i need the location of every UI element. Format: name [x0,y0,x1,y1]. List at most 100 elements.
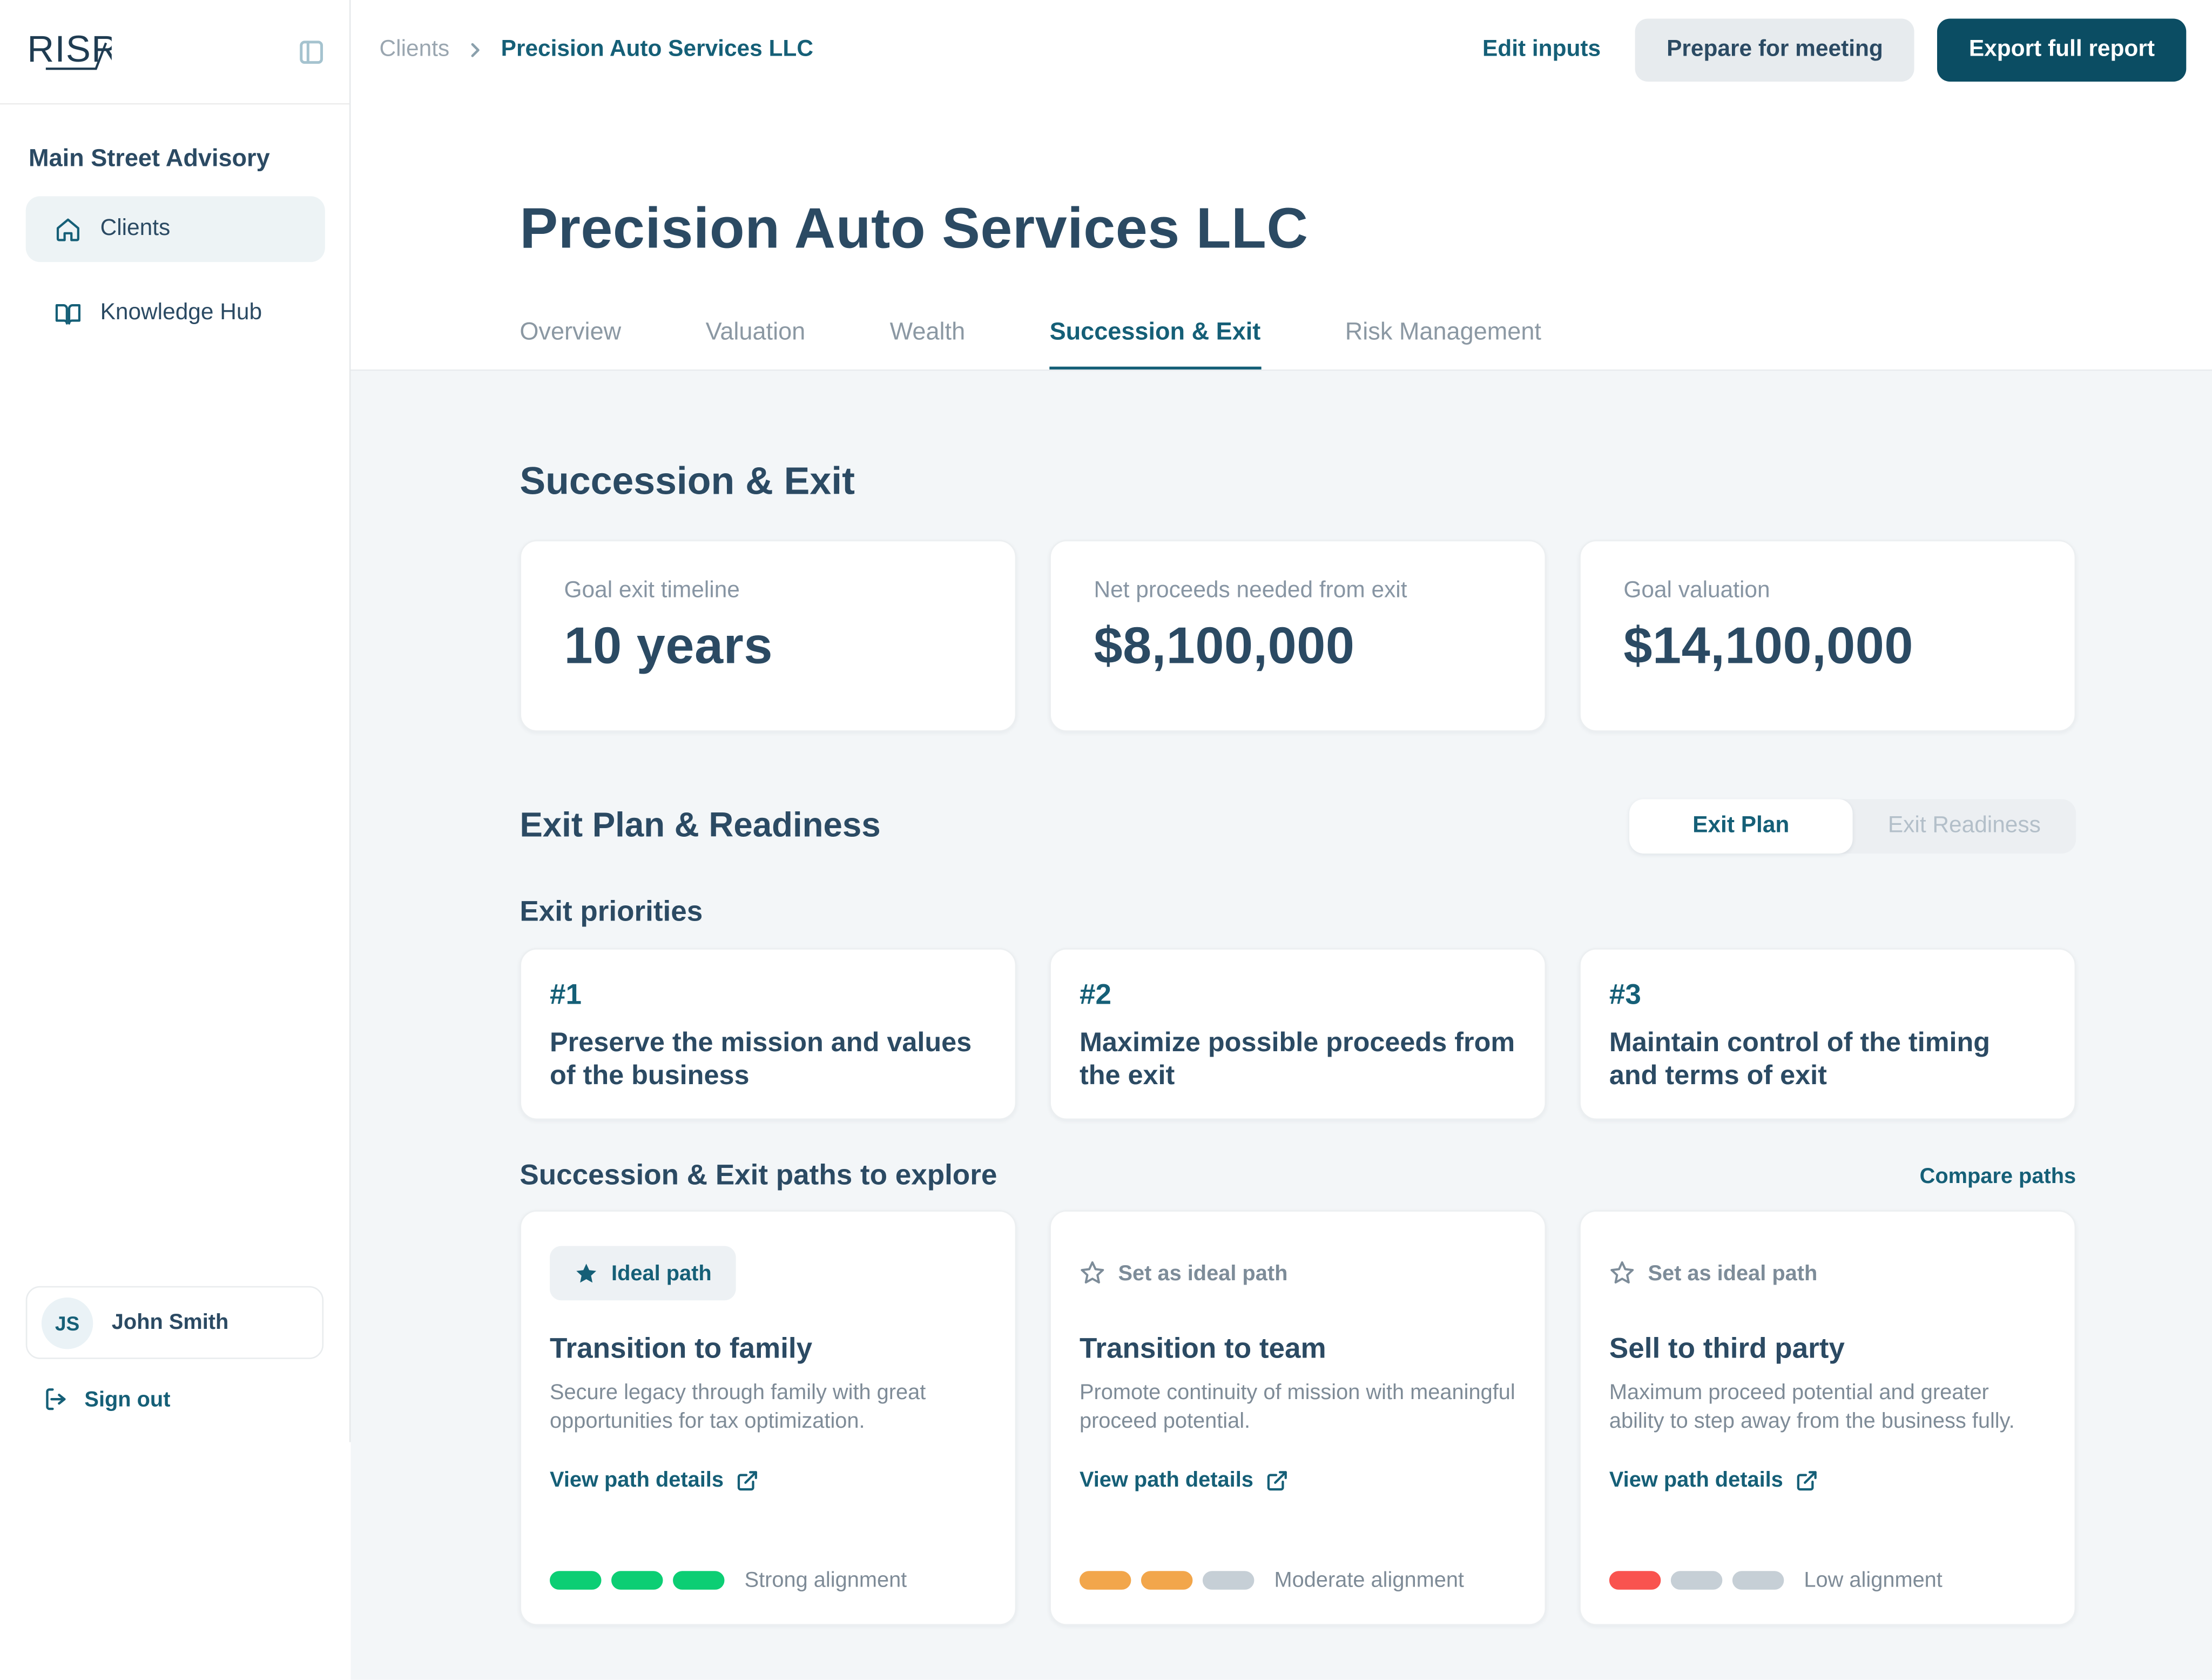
alignment-label: Strong alignment [744,1568,907,1593]
section-heading: Succession & Exit [520,460,855,503]
ideal-path-badge[interactable]: Ideal path [550,1246,736,1301]
alignment-pill [1609,1571,1661,1590]
badge-label: Ideal path [611,1261,712,1286]
priorities-row: #1 Preserve the mission and values of th… [520,948,2076,1120]
breadcrumb-parent[interactable]: Clients [379,37,450,62]
export-full-report-button[interactable]: Export full report [1937,18,2187,82]
paths-heading: Succession & Exit paths to explore [520,1160,997,1192]
page-title: Precision Auto Services LLC [520,197,1309,261]
link-label: View path details [1609,1468,1783,1493]
priority-rank: #3 [1609,979,1641,1011]
user-name: John Smith [111,1310,229,1335]
alignment-pill [550,1571,602,1590]
path-card-sell-to-third-party: Set as ideal path Sell to third party Ma… [1579,1210,2076,1626]
org-name: Main Street Advisory [29,144,270,172]
toggle-exit-readiness[interactable]: Exit Readiness [1887,813,2041,838]
path-card-transition-to-family: Ideal path Transition to family Secure l… [520,1210,1017,1626]
star-outline-icon [1080,1260,1105,1286]
priority-rank: #2 [1079,979,1111,1011]
sign-out-button[interactable]: Sign out [43,1386,171,1412]
exit-priorities-heading: Exit priorities [520,896,703,928]
path-title: Transition to family [550,1333,813,1365]
tab-bar-divider [350,369,2212,371]
alignment-pill [1141,1571,1193,1590]
edit-inputs-link[interactable]: Edit inputs [1482,37,1601,62]
sidebar-item-knowledge-hub[interactable]: Knowledge Hub [26,281,325,347]
star-outline-icon [1609,1260,1635,1286]
alignment-indicator: Strong alignment [550,1568,907,1592]
badge-label: Set as ideal path [1648,1261,1818,1286]
compare-paths-link[interactable]: Compare paths [1919,1164,2076,1189]
prepare-for-meeting-button[interactable]: Prepare for meeting [1635,18,1915,82]
tab-succession-exit[interactable]: Succession & Exit [1049,318,1261,371]
tab-overview[interactable]: Overview [520,318,622,345]
alignment-label: Moderate alignment [1274,1568,1464,1593]
risr-logo: RISR [26,26,112,77]
priority-text: Maximize possible proceeds from the exit [1079,1028,1515,1092]
star-filled-icon [574,1261,598,1285]
priority-card-2: #2 Maximize possible proceeds from the e… [1049,948,1547,1120]
logout-icon [43,1386,69,1412]
path-title: Transition to team [1079,1333,1326,1365]
plan-readiness-toggle: Exit Plan Exit Readiness [1629,799,2076,854]
tab-bar: Overview Valuation Wealth Succession & E… [520,318,1541,371]
priority-text: Maintain control of the timing and terms… [1609,1028,1991,1092]
stat-label: Goal exit timeline [564,579,740,603]
tab-valuation[interactable]: Valuation [705,318,806,345]
alignment-pill [1732,1571,1784,1590]
exit-plan-heading: Exit Plan & Readiness [520,806,881,845]
paths-header-row: Succession & Exit paths to explore Compa… [520,1160,2076,1193]
panel-left-icon[interactable] [298,38,325,65]
alignment-pill [1079,1571,1131,1590]
stats-row: Goal exit timeline 10 years Net proceeds… [520,540,2076,732]
set-as-ideal-path-button[interactable]: Set as ideal path [1080,1246,1287,1300]
set-as-ideal-path-button[interactable]: Set as ideal path [1609,1246,1817,1300]
stat-value: $8,100,000 [1094,615,1355,675]
home-icon [55,216,82,243]
tab-wealth[interactable]: Wealth [889,318,966,345]
content-area: Succession & Exit Goal exit timeline 10 … [350,371,2212,1680]
toggle-exit-plan[interactable]: Exit Plan [1629,799,1853,854]
stat-value: 10 years [564,615,773,675]
path-description: Promote continuity of mission with meani… [1079,1380,1515,1434]
alignment-indicator: Low alignment [1609,1568,1943,1592]
exit-plan-header-row: Exit Plan & Readiness Exit Plan Exit Rea… [520,799,2076,854]
external-link-icon [1266,1469,1289,1491]
external-link-icon [737,1469,759,1491]
alignment-pill [1670,1571,1723,1590]
path-title: Sell to third party [1609,1333,1845,1365]
path-description: Maximum proceed potential and greater ab… [1609,1380,2015,1434]
sidebar-item-label: Clients [100,216,171,241]
alignment-indicator: Moderate alignment [1079,1568,1464,1593]
stat-card-goal-valuation: Goal valuation $14,100,000 [1579,540,2076,732]
alignment-pill [611,1571,663,1590]
view-path-details-link[interactable]: View path details [1609,1468,2046,1492]
stat-card-goal-exit-timeline: Goal exit timeline 10 years [520,540,1017,732]
priority-card-1: #1 Preserve the mission and values of th… [520,948,1017,1120]
tab-risk-management[interactable]: Risk Management [1345,318,1541,345]
chevron-right-icon [464,39,487,62]
stat-label: Net proceeds needed from exit [1094,579,1407,603]
badge-label: Set as ideal path [1118,1261,1288,1286]
stat-card-net-proceeds: Net proceeds needed from exit $8,100,000 [1049,540,1547,732]
path-card-transition-to-team: Set as ideal path Transition to team Pro… [1049,1210,1547,1626]
sidebar-item-clients[interactable]: Clients [25,196,325,263]
priority-rank: #1 [550,979,582,1011]
alignment-label: Low alignment [1804,1568,1943,1593]
external-link-icon [1796,1469,1819,1491]
user-card[interactable]: JS John Smith [25,1286,324,1359]
view-path-details-link[interactable]: View path details [1080,1468,1516,1492]
stat-value: $14,100,000 [1623,615,1913,675]
sidebar: RISR Main Street Advisory Clients [0,0,351,1680]
sidebar-item-label: Knowledge Hub [100,300,262,325]
view-path-details-link[interactable]: View path details [550,1468,987,1492]
sidebar-header: RISR [0,0,351,105]
paths-row-cards: Ideal path Transition to family Secure l… [520,1210,2076,1626]
avatar: JS [41,1296,93,1349]
alignment-pill [1202,1571,1255,1590]
sidebar-divider [349,0,351,1442]
sidebar-nav: Clients Knowledge Hub [25,196,325,347]
sign-out-label: Sign out [84,1387,171,1412]
book-open-icon [55,300,82,327]
